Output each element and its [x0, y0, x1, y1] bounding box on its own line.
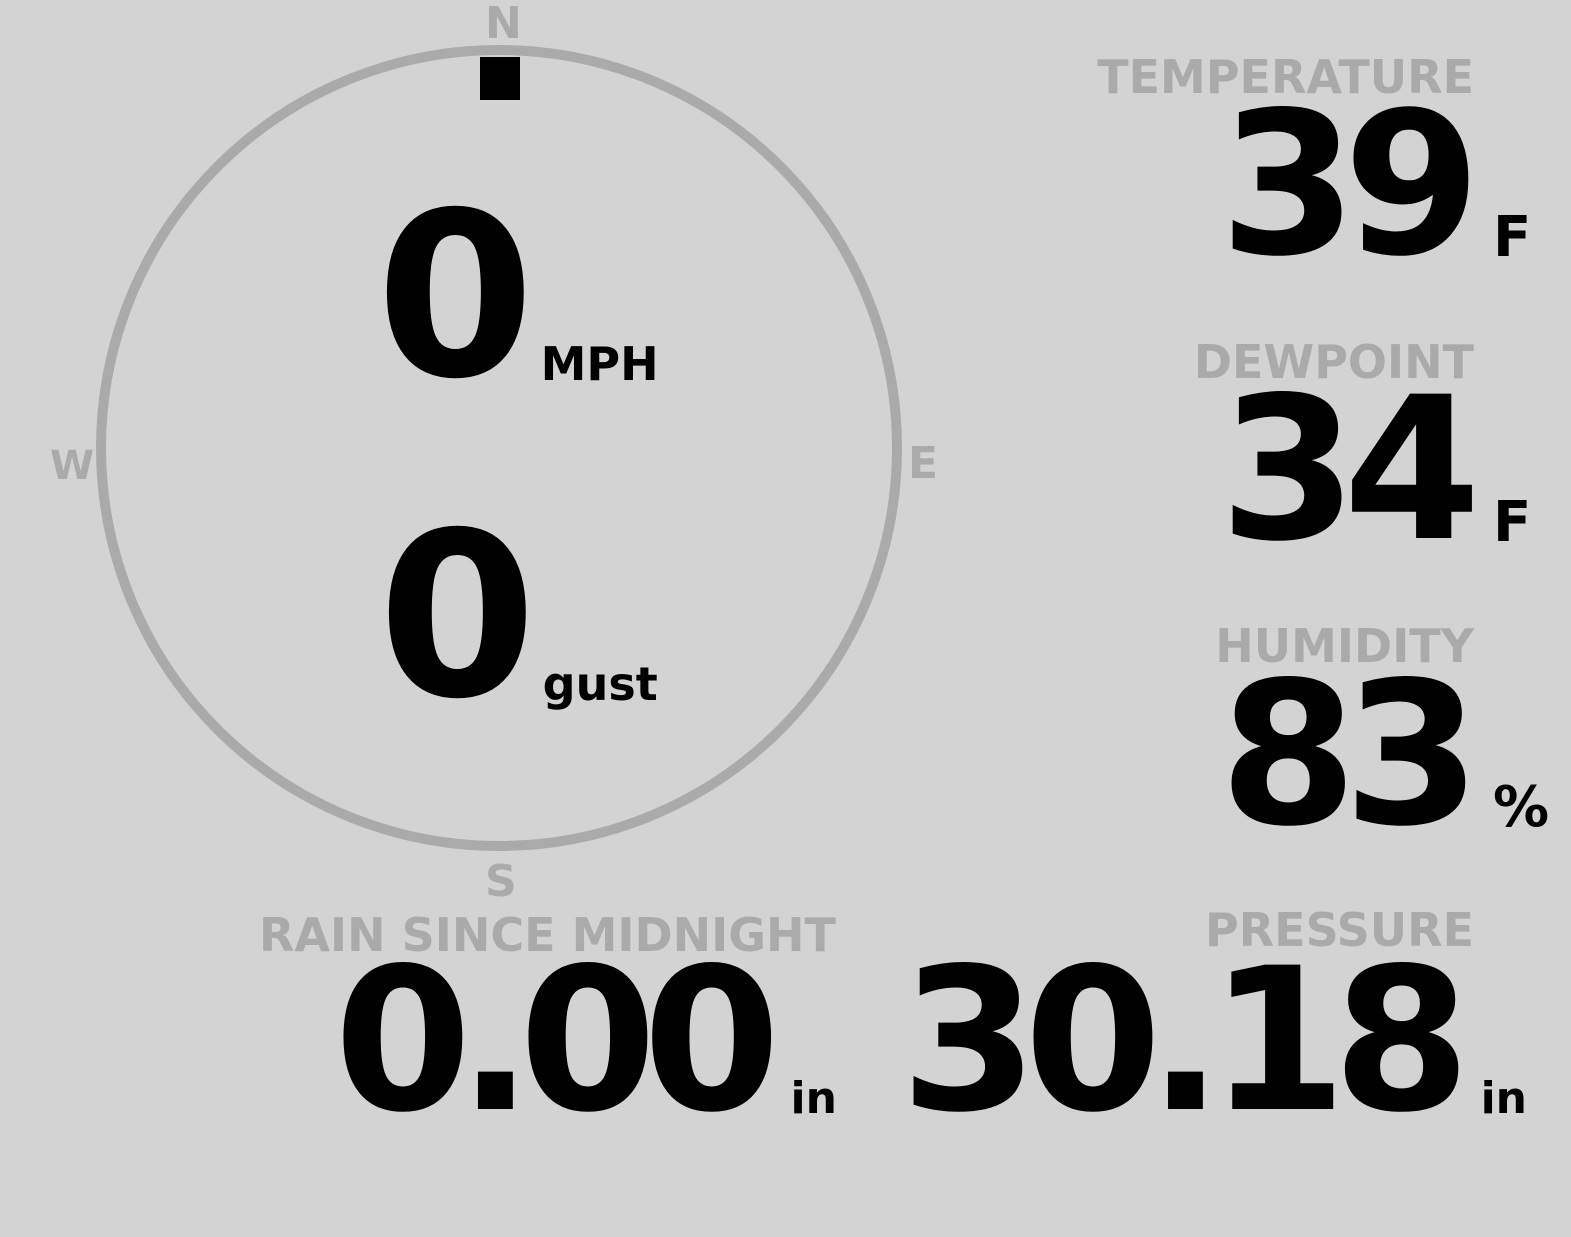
- temperature-reading: 39 F: [1219, 69, 1551, 300]
- pressure-reading: 30.18 in: [900, 925, 1527, 1156]
- compass-west: W: [50, 443, 95, 489]
- humidity-value: 83: [1219, 639, 1481, 870]
- compass-east: E: [908, 438, 939, 489]
- dewpoint-reading: 34 F: [1219, 354, 1551, 585]
- compass: [96, 45, 902, 851]
- humidity-label: HUMIDITY: [1215, 619, 1474, 673]
- rain-reading: 0.00 in: [334, 925, 837, 1156]
- dewpoint-value: 34: [1219, 354, 1481, 585]
- temperature-label: TEMPERATURE: [1097, 50, 1474, 104]
- wind-gust-reading: 0 gust: [378, 483, 658, 749]
- dewpoint-label: DEWPOINT: [1193, 335, 1474, 389]
- rain-label: RAIN SINCE MIDNIGHT: [259, 908, 836, 962]
- compass-south: S: [485, 856, 517, 907]
- pressure-label: PRESSURE: [1205, 903, 1474, 957]
- humidity-unit: %: [1493, 774, 1550, 840]
- compass-north: N: [485, 0, 522, 49]
- rain-value: 0.00: [334, 925, 781, 1156]
- wind-speed-unit: MPH: [540, 337, 659, 392]
- wind-speed-reading: 0 MPH: [376, 163, 659, 429]
- temperature-value: 39: [1219, 69, 1481, 300]
- dewpoint-unit: F: [1493, 489, 1532, 555]
- wind-direction-indicator: [480, 57, 520, 100]
- wind-gust-unit: gust: [542, 657, 658, 712]
- rain-unit: in: [790, 1073, 837, 1125]
- wind-speed-value: 0: [376, 163, 535, 429]
- wind-gust-value: 0: [378, 483, 537, 749]
- temperature-unit: F: [1493, 204, 1532, 270]
- compass-ring: [96, 45, 902, 851]
- humidity-reading: 83 %: [1219, 639, 1551, 870]
- pressure-unit: in: [1480, 1073, 1527, 1125]
- pressure-value: 30.18: [900, 925, 1470, 1156]
